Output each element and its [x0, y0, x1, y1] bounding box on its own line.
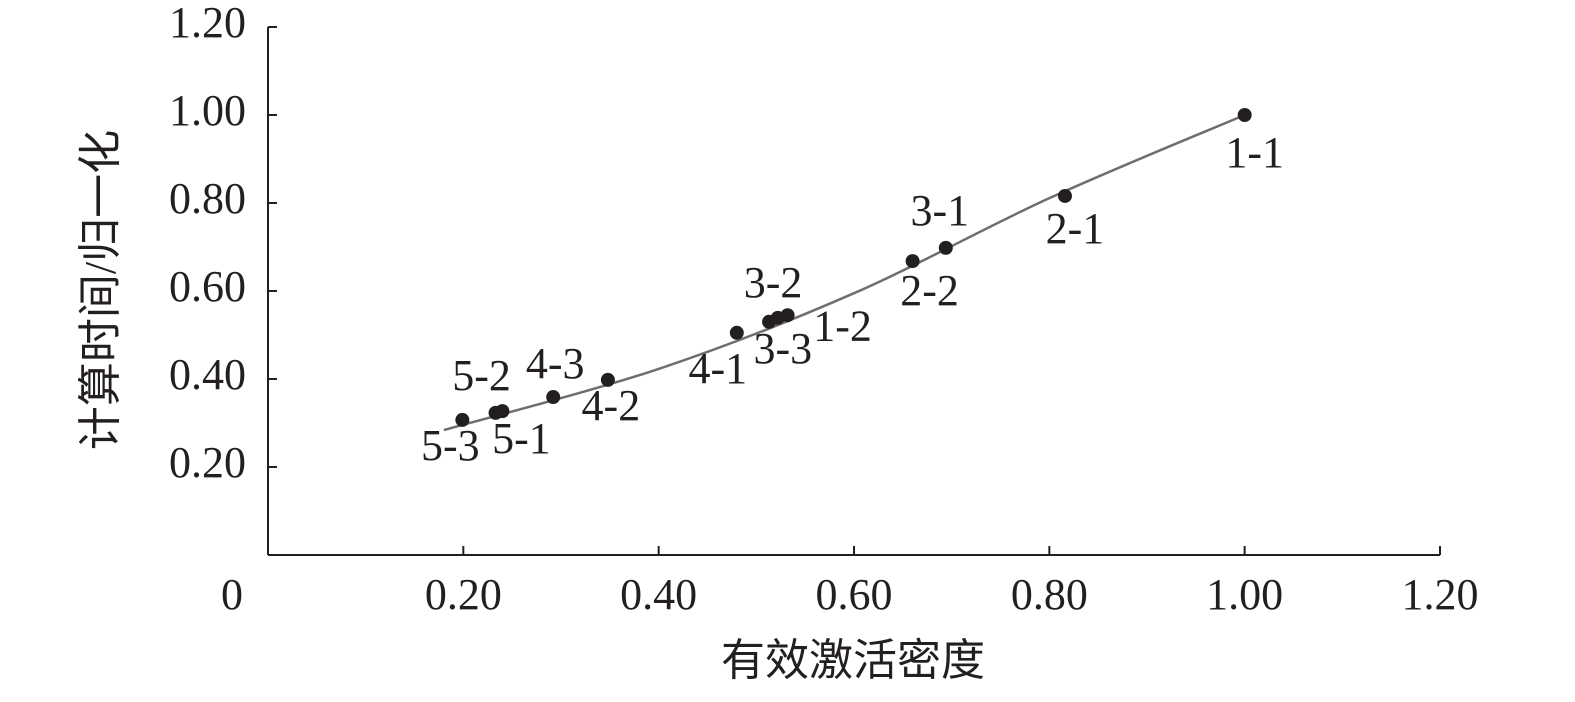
point-label: 4-2 — [582, 381, 641, 430]
point — [546, 390, 561, 405]
point-label: 3-2 — [744, 258, 803, 307]
x-tick-label: 1.20 — [1402, 570, 1479, 619]
point-label: 5-2 — [452, 351, 511, 400]
y-tick-label: 1.00 — [169, 86, 246, 135]
point-label: 2-1 — [1046, 204, 1105, 253]
point — [905, 254, 920, 269]
point-label: 1-2 — [813, 301, 872, 350]
point-label: 5-1 — [492, 414, 551, 463]
x-tick-label: 1.00 — [1206, 570, 1283, 619]
y-tick-label: 1.20 — [169, 0, 246, 47]
point — [729, 325, 744, 340]
point — [600, 372, 615, 387]
x-tick-label: 0.80 — [1011, 570, 1088, 619]
y-tick-label: 0.80 — [169, 174, 246, 223]
trend-line — [443, 113, 1246, 432]
x-axis-title: 有效激活密度 — [721, 636, 985, 685]
x-tick-label: 0.40 — [620, 570, 697, 619]
point-label: 4-3 — [526, 339, 585, 388]
y-tick-label: 0.20 — [169, 438, 246, 487]
y-tick-label: 0.40 — [169, 350, 246, 399]
point — [1237, 108, 1252, 122]
y-tick-label: 0.60 — [169, 262, 246, 311]
x-tick-label: 0.60 — [816, 570, 893, 619]
point — [1057, 188, 1072, 203]
y-axis-title: 计算时间/归一化 — [76, 130, 125, 450]
x-tick-label: 0.20 — [425, 570, 502, 619]
point — [488, 405, 503, 420]
point — [455, 412, 470, 427]
point — [780, 308, 795, 323]
point-label: 1-1 — [1225, 128, 1284, 177]
point-label: 3-1 — [910, 186, 969, 235]
point — [938, 240, 953, 255]
point-label: 5-3 — [421, 421, 480, 470]
x-tick-label: 0 — [221, 570, 243, 619]
point-label: 4-1 — [688, 344, 747, 393]
point-label: 2-2 — [900, 266, 959, 315]
point-label: 3-3 — [753, 324, 812, 373]
